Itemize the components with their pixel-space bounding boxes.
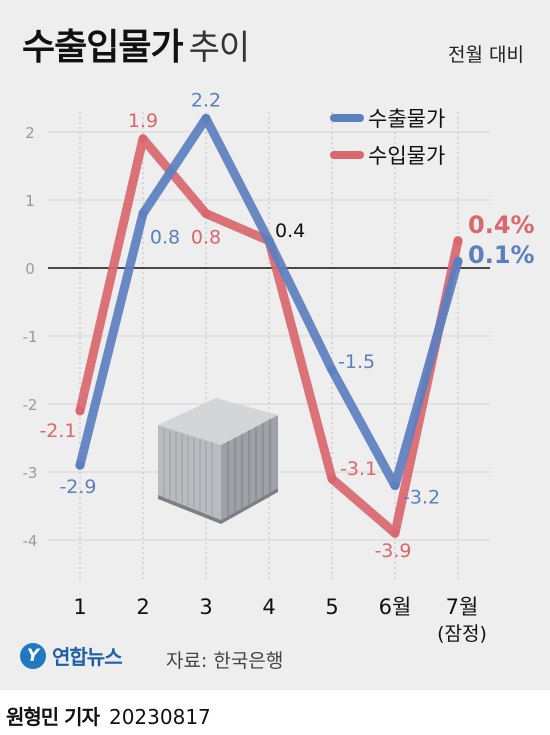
data-point-import <box>201 209 211 219</box>
data-point-export <box>138 209 148 219</box>
x-tick-label: 2 <box>136 595 149 619</box>
reporter-name: 원형민 기자 <box>6 705 100 729</box>
x-tick-label: 5 <box>325 595 338 619</box>
x-tick-label: 1 <box>73 595 86 619</box>
legend-label-import: 수입물가 <box>368 144 445 168</box>
yonhap-logo: Y 연합뉴스 <box>20 641 123 670</box>
data-point-import <box>138 134 148 144</box>
data-point-export <box>390 481 400 491</box>
data-label-export: 0.1% <box>468 241 535 269</box>
y-tick-label: -4 <box>23 532 38 550</box>
data-label-import: -3.9 <box>374 540 411 562</box>
data-labels: -2.9 0.8 2.2 -1.5 -3.2 0.1% -2.1 1.9 0.8 -3.1 -3.9… <box>39 89 534 562</box>
byline: 원형민 기자 20230817 <box>6 701 211 730</box>
data-label-import: -2.1 <box>39 420 76 442</box>
shipping-container-icon <box>158 398 278 524</box>
data-label-export: 2.2 <box>191 89 221 111</box>
title-light: 추이 <box>188 28 251 68</box>
y-tick-labels: 2 1 0 -1 -2 -3 -4 <box>23 124 38 550</box>
data-point-import <box>75 406 85 416</box>
x-tick-sublabel: (잠정) <box>437 623 487 645</box>
data-label-import: 0.4% <box>468 211 535 239</box>
data-label-export: -3.2 <box>403 487 440 509</box>
data-label-import: 0.8 <box>191 227 221 249</box>
x-tick-label: 4 <box>262 595 275 619</box>
data-point-export <box>264 236 274 246</box>
logo-text: 연합뉴스 <box>52 645 123 669</box>
y-tick-label: 2 <box>25 124 35 142</box>
data-label-import: -3.1 <box>340 458 377 480</box>
data-point-import <box>390 528 400 538</box>
data-label-export: 0.8 <box>150 227 180 249</box>
data-point-import <box>453 236 463 246</box>
data-label-export: -1.5 <box>338 351 375 373</box>
title-bold: 수출입물가 <box>22 27 184 68</box>
unit-note: 전월 대비 <box>448 44 524 66</box>
x-tick-label: 6월 <box>379 595 412 619</box>
data-point-export <box>327 365 337 375</box>
x-tick-labels: 1 2 3 4 5 6월 7월 (잠정) <box>73 595 487 645</box>
series-layer <box>75 113 463 538</box>
data-point-export <box>75 460 85 470</box>
line-chart: 2 1 0 -1 -2 -3 -4 -2.9 0.8 2.2 -1.5 -3.2 0.1% <box>23 89 535 645</box>
yonhap-logo-icon: Y <box>20 642 46 669</box>
y-tick-label: -2 <box>23 396 38 414</box>
data-label-import: 1.9 <box>128 110 158 132</box>
data-label-shared: 0.4 <box>275 220 305 242</box>
chart-title: 수출입물가 추이 <box>22 18 251 70</box>
x-tick-label: 7월 <box>446 595 479 619</box>
x-tick-label: 3 <box>199 595 212 619</box>
data-point-export <box>453 256 463 266</box>
source-note: 자료: 한국은행 <box>166 650 284 672</box>
y-tick-label: -3 <box>23 464 38 482</box>
y-tick-label: 0 <box>25 260 35 278</box>
legend-label-export: 수출물가 <box>368 107 445 131</box>
data-point-export <box>201 113 211 123</box>
y-tick-label: -1 <box>23 328 38 346</box>
data-point-import <box>327 474 337 484</box>
y-tick-label: 1 <box>25 192 35 210</box>
data-label-export: -2.9 <box>59 476 96 498</box>
publish-date: 20230817 <box>108 705 211 729</box>
